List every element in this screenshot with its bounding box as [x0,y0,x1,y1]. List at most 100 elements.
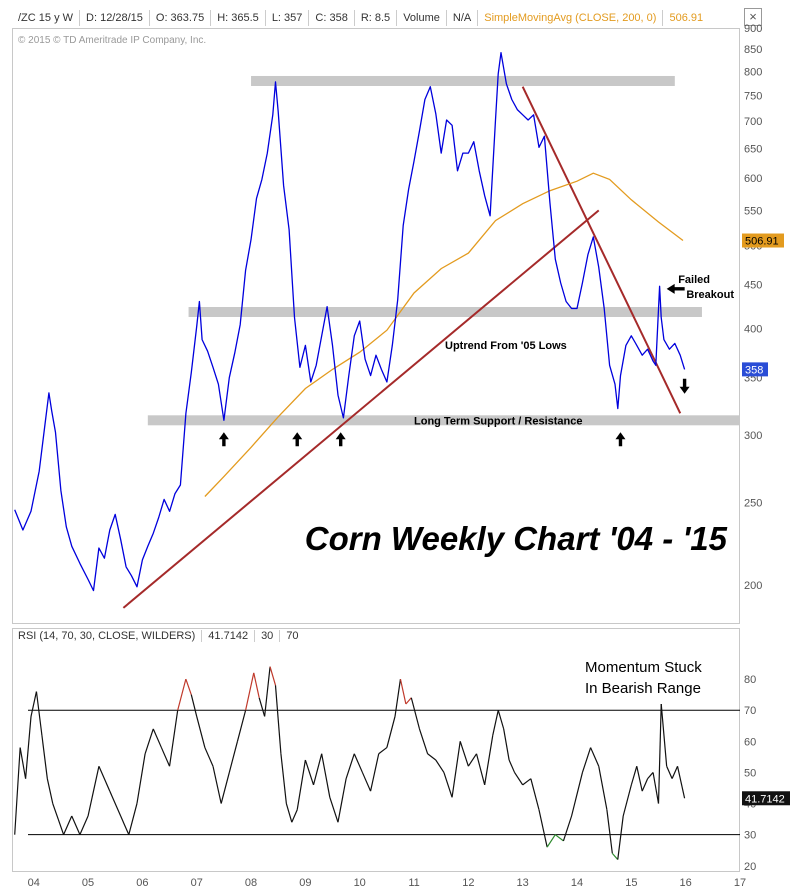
rsi-segment [35,691,43,736]
rsi-segment [144,728,154,754]
rsi-segment [657,703,662,804]
rsi-study-label[interactable]: RSI (14, 70, 30, CLOSE, WILDERS) [12,630,203,642]
sma-study-label[interactable]: SimpleMovingAvg (CLOSE, 200, 0) [478,10,664,26]
rsi-segment [606,809,613,854]
x-tick-5: 09 [299,877,311,889]
rsi-segment [196,716,206,748]
up-arrow-0 [218,432,229,447]
rsi-y-tick-6: 80 [744,674,756,686]
chart-title: Corn Weekly Chart '04 - '15 [305,520,728,557]
rsi-value-tag-label: 41.7142 [745,793,785,805]
price-y-tick-2: 300 [744,430,762,442]
zone-band-1 [188,307,702,317]
range-label: R: 8.5 [355,10,398,26]
rsi-segment [345,753,355,779]
x-tick-7: 11 [408,877,419,889]
price-y-tick-0: 200 [744,580,762,592]
rsi-segment [168,710,179,767]
rsi-segment [258,697,266,717]
rsi-header: RSI (14, 70, 30, CLOSE, WILDERS) 41.7142… [12,630,305,642]
rsi-segment [24,716,32,779]
sma-price-tag-label: 506.91 [745,236,779,248]
rsi-segment [554,834,564,842]
rsi-segment [321,753,331,798]
down-arrow [679,378,690,394]
rsi-segment [562,815,573,842]
price-y-tick-11: 750 [744,91,762,103]
support-label: Long Term Support / Resistance [414,415,583,427]
rsi-segment [570,772,584,817]
rsi-segment [581,747,592,773]
rsi-segment [296,759,306,810]
rsi-segment [666,765,673,779]
rsi-segment [611,852,619,860]
rsi-segment [269,666,277,686]
price-y-tick-5: 450 [744,280,762,292]
failed-breakout-label-1: Failed [678,274,710,286]
rsi-segment [492,710,499,736]
rsi-segment [459,741,469,767]
rsi-y-tick-4: 60 [744,736,756,748]
up-arrow-3 [615,432,626,447]
rsi-y-tick-3: 50 [744,767,756,779]
x-tick-1: 05 [82,877,94,889]
rsi-segment [435,759,445,773]
rsi-segment [497,710,505,730]
momentum-label-1: Momentum Stuck [585,659,702,676]
rsi-segment [652,772,660,804]
close-button[interactable]: × [744,8,762,26]
rsi-segment [386,716,396,748]
rsi-segment [530,778,540,810]
rsi-segment [378,747,388,755]
rsi-upper-level: 70 [286,630,299,642]
x-tick-3: 07 [191,877,203,889]
rsi-segment [71,815,81,835]
rsi-segment [312,753,323,786]
x-tick-10: 14 [571,877,583,889]
rsi-segment [676,766,686,799]
rsi-segment [52,803,59,820]
rsi-lower-level: 30 [255,630,281,642]
rsi-segment [443,772,453,798]
rsi-segment [369,753,380,792]
rsi-segment [636,766,643,792]
rsi-segment [98,765,111,792]
rsi-segment [514,772,524,786]
price-y-tick-12: 800 [744,67,762,79]
x-tick-4: 08 [245,877,257,889]
rsi-segment [399,678,407,705]
rsi-segment [136,753,146,804]
sma-price-tag [742,233,784,248]
copyright-text: © 2015 © TD Ameritrade IP Company, Inc. [18,35,207,46]
price-line [14,52,686,592]
price-pane[interactable] [12,28,740,624]
rsi-study-value: 41.7142 [202,630,256,642]
rsi-segment [617,815,624,860]
rsi-segment [304,759,315,786]
rsi-pane[interactable] [12,628,740,872]
rsi-segment [622,784,632,817]
price-y-tick-7: 550 [744,205,762,217]
symbol-label[interactable]: /ZC 15 y W [12,10,81,26]
rsi-segment [185,678,192,695]
low-label: L: 357 [266,10,310,26]
rsi-segment [212,766,222,804]
date-label: D: 12/28/15 [80,10,150,26]
rsi-segment [120,815,130,835]
rsi-segment [337,778,347,823]
rsi-segment [30,691,38,717]
rsi-segment [418,728,429,754]
rsi-segment [57,818,65,835]
price-y-tick-14: 900 [744,23,762,35]
x-tick-12: 16 [680,877,692,889]
rsi-segment [291,809,298,823]
rsi-segment [274,685,282,754]
sma-study-value: 506.91 [669,12,704,24]
rsi-segment [128,803,138,835]
rsi-segment [484,735,494,785]
rsi-segment [475,753,486,786]
rsi-y-tick-0: 20 [744,861,756,873]
rsi-segment [280,753,287,804]
